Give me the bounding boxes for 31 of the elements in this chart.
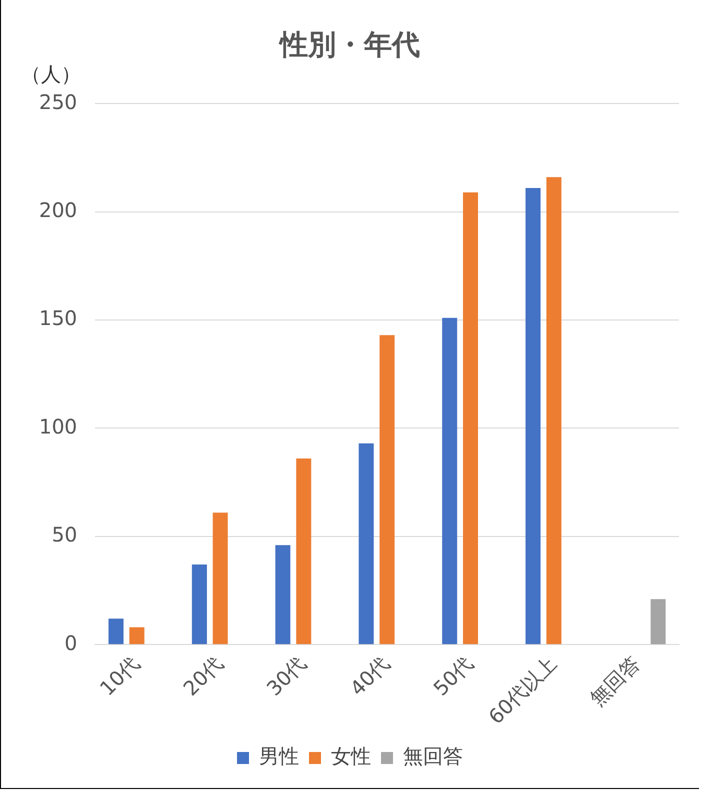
- bar: [129, 627, 144, 644]
- y-tick-label: 50: [52, 522, 78, 547]
- legend-label: 男性: [259, 744, 299, 768]
- y-tick-label: 0: [64, 630, 78, 655]
- bar: [526, 188, 541, 644]
- y-axis-title: （人）: [21, 62, 81, 86]
- bar: [546, 177, 562, 644]
- bar: [296, 458, 312, 644]
- y-tick-label: 150: [38, 306, 78, 330]
- y-tick-label: 200: [38, 198, 78, 222]
- x-tick-label: 50代: [428, 651, 478, 700]
- chart-title: 性別・年代: [278, 28, 420, 62]
- legend-label: 女性: [331, 744, 371, 768]
- bar: [442, 318, 458, 644]
- y-tick-label: 250: [38, 90, 78, 114]
- bar: [192, 564, 207, 644]
- x-tick-label: 無回答: [585, 651, 645, 711]
- x-tick-label: 40代: [345, 651, 394, 700]
- y-tick-label: 100: [38, 414, 78, 438]
- bar: [358, 443, 374, 644]
- x-tick-label: 20代: [178, 651, 228, 700]
- bar: [108, 618, 124, 644]
- bar: [650, 599, 666, 644]
- x-tick-label: 30代: [262, 651, 311, 700]
- x-tick-label: 60代以上: [484, 651, 562, 729]
- legend-label: 無回答: [403, 744, 463, 768]
- x-tick-label: 10代: [94, 651, 144, 700]
- bar: [380, 335, 395, 644]
- bar: [212, 512, 228, 644]
- bar: [275, 545, 290, 644]
- bar: [462, 192, 478, 644]
